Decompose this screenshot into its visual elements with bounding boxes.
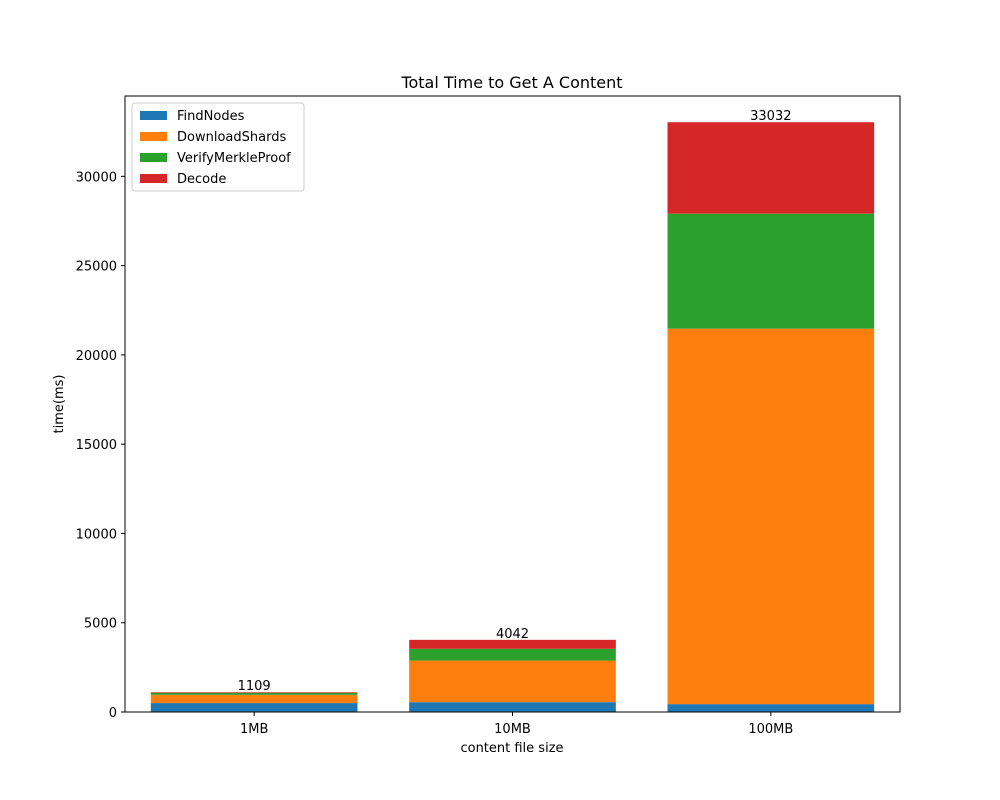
y-tick-label-30000: 30000 <box>76 170 117 185</box>
y-axis-label: time(ms) <box>52 375 67 434</box>
y-tick-label-25000: 25000 <box>76 260 117 275</box>
bar-segment-downloadshards-1mb <box>150 694 358 704</box>
bar-segment-downloadshards-10mb <box>409 660 616 703</box>
total-label-10mb: 4042 <box>496 627 529 642</box>
bar-segment-findnodes-10mb <box>409 702 616 712</box>
x-axis-label: content file size <box>460 741 563 756</box>
legend-swatch-downloadshards <box>140 132 167 141</box>
legend-swatch-decode <box>140 174 167 183</box>
x-tick-label-1mb: 1MB <box>240 722 268 737</box>
y-tick-label-0: 0 <box>109 706 117 721</box>
y-tick-label-20000: 20000 <box>76 349 117 364</box>
bar-segment-decode-100mb <box>667 122 875 214</box>
legend-label-decode: Decode <box>177 172 226 187</box>
legend: FindNodes DownloadShards VerifyMerkleProof… <box>131 102 305 192</box>
legend-label-downloadshards: DownloadShards <box>177 130 286 145</box>
bar-segment-verifymerkleproof-1mb <box>150 692 358 695</box>
bar-segment-verifymerkleproof-100mb <box>667 213 875 329</box>
y-tick-label-10000: 10000 <box>76 527 117 542</box>
legend-label-verifymerkleproof: VerifyMerkleProof <box>177 151 291 166</box>
bar-segment-decode-10mb <box>409 639 616 649</box>
bars-layer <box>150 122 875 712</box>
chart-title: Total Time to Get A Content <box>400 73 622 92</box>
legend-swatch-verifymerkleproof <box>140 153 167 162</box>
legend-swatch-findnodes <box>140 111 167 120</box>
x-tick-label-10mb: 10MB <box>494 722 531 737</box>
bar-segment-verifymerkleproof-10mb <box>409 648 616 661</box>
legend-label-findnodes: FindNodes <box>177 109 245 124</box>
bar-segment-findnodes-1mb <box>150 703 358 712</box>
totals-layer: 1109 4042 33032 <box>238 109 792 694</box>
legend-box <box>131 102 305 192</box>
y-tick-label-15000: 15000 <box>76 438 117 453</box>
total-label-1mb: 1109 <box>238 679 271 694</box>
y-tick-label-5000: 5000 <box>84 617 117 632</box>
bar-segment-findnodes-100mb <box>667 704 875 712</box>
bar-segment-decode-1mb <box>150 692 358 693</box>
x-tick-label-100mb: 100MB <box>748 722 793 737</box>
ticks-layer: 1MB 10MB 100MB 0 5000 10000 15000 20000 25000 300… <box>76 170 794 737</box>
bar-segment-downloadshards-100mb <box>667 328 875 705</box>
total-label-100mb: 33032 <box>750 109 791 124</box>
